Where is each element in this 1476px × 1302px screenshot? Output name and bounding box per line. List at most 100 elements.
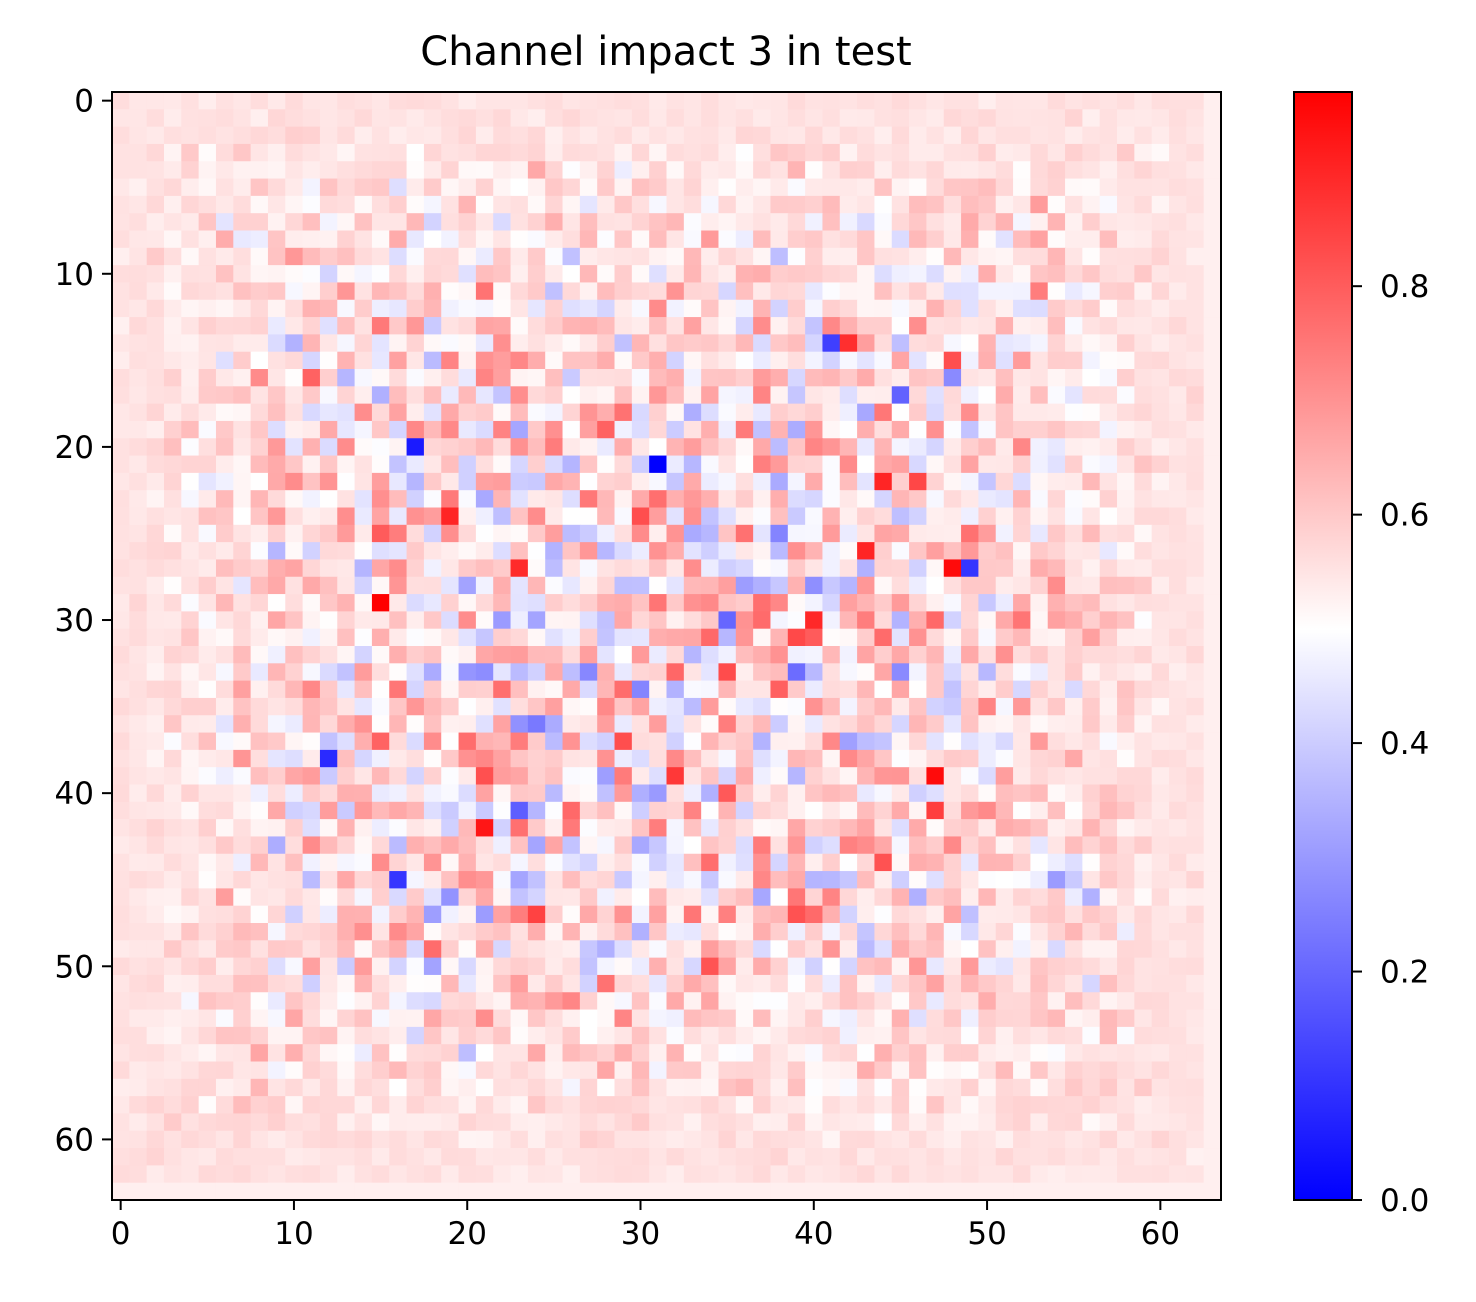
heatmap-cell bbox=[406, 663, 425, 682]
heatmap-cell bbox=[510, 594, 529, 612]
heatmap-cell bbox=[978, 403, 997, 422]
heatmap-cell bbox=[1082, 490, 1101, 509]
heatmap-cell bbox=[614, 455, 633, 474]
heatmap-cell bbox=[1203, 888, 1222, 907]
heatmap-cell bbox=[805, 299, 824, 318]
heatmap-cell bbox=[458, 195, 477, 214]
heatmap-cell bbox=[302, 542, 321, 561]
heatmap-cell bbox=[1082, 801, 1101, 820]
heatmap-cell bbox=[822, 697, 841, 716]
heatmap-cell bbox=[649, 992, 668, 1011]
heatmap-cell bbox=[1082, 784, 1101, 803]
heatmap-cell bbox=[701, 1182, 720, 1201]
heatmap-cell bbox=[493, 1026, 512, 1045]
heatmap-cell bbox=[406, 282, 425, 301]
heatmap-cell bbox=[267, 905, 286, 924]
heatmap-cell bbox=[787, 1165, 806, 1184]
heatmap-cell bbox=[1169, 974, 1187, 993]
heatmap-cell bbox=[319, 905, 338, 924]
heatmap-cell bbox=[510, 282, 529, 301]
heatmap-cell bbox=[354, 1182, 373, 1201]
heatmap-cell bbox=[978, 178, 997, 197]
heatmap-cell bbox=[614, 230, 633, 249]
heatmap-cell bbox=[839, 455, 858, 474]
heatmap-cell bbox=[215, 715, 234, 734]
heatmap-cell bbox=[233, 472, 252, 491]
heatmap-cell bbox=[926, 542, 945, 561]
heatmap-cell bbox=[545, 611, 564, 630]
heatmap-cell bbox=[354, 386, 373, 405]
heatmap-cell bbox=[441, 490, 460, 509]
heatmap-cell bbox=[1099, 732, 1118, 751]
heatmap-cell bbox=[579, 801, 598, 820]
heatmap-cell bbox=[302, 628, 321, 647]
heatmap-cell bbox=[215, 974, 234, 993]
heatmap-cell bbox=[822, 1182, 841, 1201]
heatmap-cell bbox=[718, 749, 737, 768]
heatmap-cell bbox=[891, 386, 910, 405]
heatmap-cell bbox=[545, 871, 564, 889]
heatmap-cell bbox=[614, 213, 633, 232]
heatmap-cell bbox=[112, 351, 130, 370]
heatmap-cell bbox=[527, 403, 546, 422]
heatmap-cell bbox=[562, 126, 581, 145]
heatmap-cell bbox=[285, 386, 304, 405]
heatmap-cell bbox=[527, 888, 546, 907]
heatmap-cell bbox=[406, 542, 425, 561]
heatmap-cell bbox=[770, 455, 789, 474]
heatmap-cell bbox=[614, 611, 633, 630]
heatmap-cell bbox=[1013, 351, 1031, 370]
heatmap-cell bbox=[597, 230, 616, 249]
heatmap-cell bbox=[649, 1009, 668, 1028]
heatmap-cell bbox=[579, 594, 598, 612]
heatmap-cell bbox=[1151, 784, 1170, 803]
heatmap-cell bbox=[1134, 195, 1153, 214]
heatmap-cell bbox=[874, 1148, 893, 1166]
heatmap-cell bbox=[475, 732, 494, 751]
heatmap-cell bbox=[1047, 801, 1066, 820]
heatmap-cell bbox=[1082, 888, 1101, 907]
heatmap-cell bbox=[735, 472, 754, 491]
heatmap-cell bbox=[146, 438, 165, 457]
heatmap-cell bbox=[493, 836, 512, 855]
heatmap-cell bbox=[891, 438, 910, 457]
heatmap-cell bbox=[493, 576, 512, 595]
heatmap-cell bbox=[805, 784, 824, 803]
heatmap-cell bbox=[839, 888, 858, 907]
heatmap-cell bbox=[198, 542, 217, 561]
heatmap-cell bbox=[1151, 646, 1170, 664]
heatmap-cell bbox=[337, 923, 356, 941]
heatmap-cell bbox=[337, 1113, 356, 1132]
heatmap-cell bbox=[250, 836, 269, 855]
heatmap-cell bbox=[1030, 559, 1049, 578]
heatmap-cell bbox=[510, 853, 529, 872]
heatmap-cell bbox=[735, 369, 754, 387]
heatmap-cell bbox=[909, 1130, 928, 1149]
heatmap-cell bbox=[562, 265, 581, 284]
heatmap-cell bbox=[943, 109, 962, 128]
heatmap-cell bbox=[995, 455, 1014, 474]
heatmap-cell bbox=[1186, 611, 1205, 630]
heatmap-cell bbox=[1186, 472, 1205, 491]
heatmap-cell bbox=[493, 871, 512, 889]
heatmap-cell bbox=[753, 1096, 772, 1115]
heatmap-cell bbox=[198, 178, 217, 197]
heatmap-cell bbox=[857, 905, 876, 924]
heatmap-cell bbox=[406, 438, 425, 457]
heatmap-cell bbox=[787, 455, 806, 474]
heatmap-cell bbox=[354, 749, 373, 768]
heatmap-cell bbox=[718, 940, 737, 959]
heatmap-cell bbox=[198, 213, 217, 232]
heatmap-cell bbox=[735, 420, 754, 439]
heatmap-cell bbox=[129, 923, 148, 941]
heatmap-cell bbox=[666, 386, 685, 405]
heatmap-cell bbox=[112, 611, 130, 630]
heatmap-cell bbox=[787, 715, 806, 734]
heatmap-cell bbox=[302, 905, 321, 924]
heatmap-cell bbox=[112, 1026, 130, 1045]
heatmap-cell bbox=[1013, 1044, 1031, 1063]
heatmap-cell bbox=[1117, 1026, 1135, 1045]
heatmap-cell bbox=[215, 109, 234, 128]
heatmap-cell bbox=[1065, 905, 1083, 924]
heatmap-cell bbox=[371, 490, 390, 509]
